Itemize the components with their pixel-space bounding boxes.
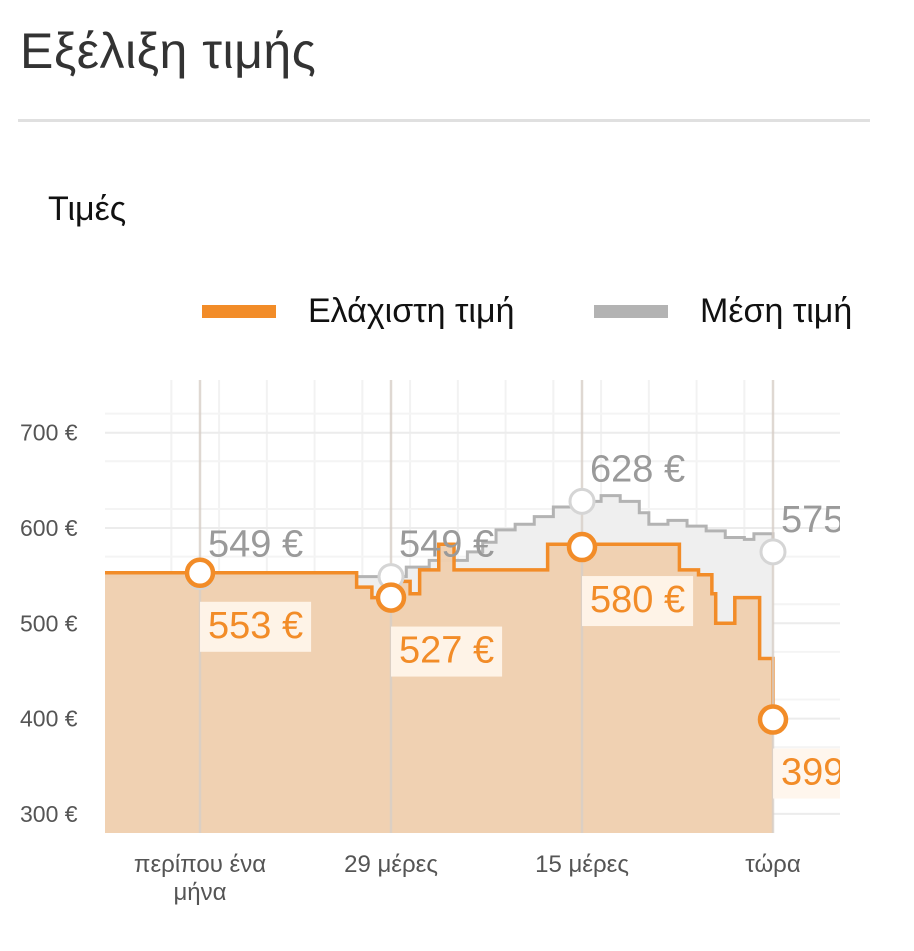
y-tick-label: 400 €	[20, 706, 78, 732]
y-tick-label: 500 €	[20, 610, 78, 636]
page-title: Εξέλιξη τιμής	[20, 23, 317, 79]
x-tick-label: 29 μέρες	[344, 851, 438, 878]
avg-price-marker	[759, 538, 787, 566]
y-tick-label: 700 €	[20, 420, 78, 446]
min-price-data-label: 553 €	[208, 605, 303, 647]
legend-label-min: Ελάχιστη τιμή	[308, 291, 515, 330]
x-tick-label: τώρα	[745, 851, 801, 878]
avg-price-data-label: 628 €	[590, 448, 685, 490]
avg-price-data-label: 549 €	[208, 524, 303, 566]
y-tick-label: 300 €	[20, 801, 78, 827]
avg-price-data-label: 549 €	[399, 524, 494, 566]
data-label-group: 549 € 549 € 628 € 575 € 553 € 527 € 580 € 399 €	[184, 448, 876, 799]
price-chart: 700 € 600 € 500 € 400 € 300 € περίπου έναμήνα…	[20, 380, 876, 906]
x-tick-label: περίπου ένα	[134, 851, 266, 878]
min-price-marker	[375, 582, 407, 613]
chart-subtitle: Τιμές	[48, 190, 127, 228]
min-price-data-label: 527 €	[399, 630, 494, 672]
avg-price-data-label: 575 €	[781, 499, 876, 541]
min-price-marker	[184, 557, 216, 589]
legend-item-min-price[interactable]: Ελάχιστη τιμή	[202, 288, 514, 334]
min-price-label-bg	[582, 576, 694, 627]
min-price-data-label: 399 €	[781, 752, 876, 794]
min-price-marker	[757, 704, 789, 735]
x-tick-label-line2: μήνα	[173, 879, 226, 906]
legend-swatch-avg	[594, 304, 668, 318]
y-tick-label: 600 €	[20, 515, 78, 541]
avg-price-marker	[568, 487, 596, 515]
min-price-label-bg	[773, 748, 840, 799]
x-tick-label: 15 μέρες	[535, 851, 629, 878]
legend-item-avg-price[interactable]: Μέση τιμή	[594, 288, 852, 334]
title-divider	[18, 119, 870, 122]
avg-price-line	[105, 494, 775, 579]
min-price-label-bg	[391, 626, 503, 677]
legend-swatch-min	[202, 304, 276, 318]
min-price-marker	[566, 531, 598, 563]
legend-label-avg: Μέση τιμή	[700, 291, 853, 330]
min-price-label-bg	[200, 601, 312, 652]
min-price-data-label: 580 €	[590, 579, 685, 621]
